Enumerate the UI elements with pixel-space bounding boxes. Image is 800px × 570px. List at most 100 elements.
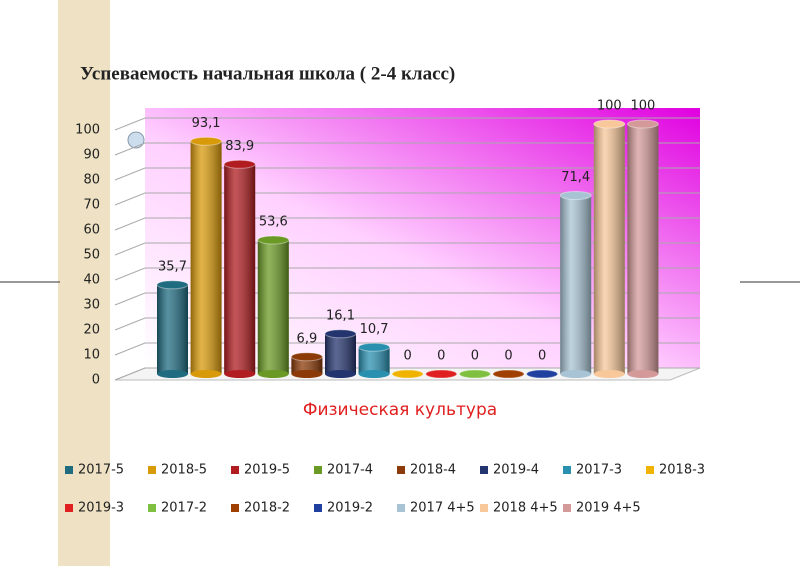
y-tick-label: 50 xyxy=(83,248,100,263)
legend-swatch xyxy=(646,466,654,474)
legend-label: 2018-5 xyxy=(161,463,207,478)
value-label: 0 xyxy=(504,349,512,364)
legend-swatch xyxy=(314,504,322,512)
legend-swatch xyxy=(563,466,571,474)
y-tick-label: 30 xyxy=(83,298,100,313)
legend-label: 2017-2 xyxy=(161,501,207,516)
chart-title: Успеваемость начальная школа ( 2-4 класс… xyxy=(80,63,455,84)
bar-base xyxy=(358,370,390,378)
grid-line xyxy=(114,217,700,231)
bar-top xyxy=(358,342,391,352)
legend-label: 2018-4 xyxy=(410,463,456,478)
grid-line xyxy=(114,367,700,381)
y-tick-label: 40 xyxy=(83,273,100,288)
legend-label: 2019 4+5 xyxy=(576,501,641,516)
grid-line xyxy=(114,267,700,281)
bar-base xyxy=(325,370,356,378)
grid-line xyxy=(114,167,700,181)
legend-label: 2017-4 xyxy=(327,463,373,478)
grid-line xyxy=(114,142,700,156)
legend-label: 2017 4+5 xyxy=(410,501,475,516)
grid-line xyxy=(114,242,700,256)
value-label: 0 xyxy=(404,349,412,364)
bar-shade xyxy=(157,284,188,374)
legend-swatch xyxy=(480,504,488,512)
y-tick-label: 20 xyxy=(83,323,100,338)
ornament xyxy=(127,131,145,149)
bar-top xyxy=(223,159,256,169)
grid-line xyxy=(114,342,700,356)
bar-top xyxy=(626,119,659,129)
bar-shade xyxy=(358,347,390,374)
bar-shade xyxy=(190,141,222,374)
bar-top xyxy=(425,369,458,379)
bar-shade xyxy=(257,240,289,374)
bar-base xyxy=(291,370,323,378)
bar-top xyxy=(190,136,223,146)
legend-swatch xyxy=(314,466,322,474)
value-label: 10,7 xyxy=(360,322,389,337)
legend-label: 2018-3 xyxy=(659,463,705,478)
value-label: 83,9 xyxy=(225,139,254,154)
legend-swatch xyxy=(397,504,405,512)
value-label: 0 xyxy=(471,349,479,364)
bar-top xyxy=(492,369,525,379)
bar-base xyxy=(560,370,592,378)
value-label: 0 xyxy=(437,349,445,364)
bar-top xyxy=(257,235,290,245)
legend-label: 2019-5 xyxy=(244,463,290,478)
bar-top xyxy=(156,280,189,290)
bar-base xyxy=(157,370,188,378)
category-label: Физическая культура xyxy=(303,400,497,420)
y-tick-label: 70 xyxy=(83,198,100,213)
y-tick-label: 90 xyxy=(83,148,100,163)
legend-swatch xyxy=(65,466,73,474)
bar-base xyxy=(224,370,256,378)
value-label: 0 xyxy=(538,349,546,364)
legend-label: 2018 4+5 xyxy=(493,501,558,516)
bar-shade xyxy=(291,356,323,374)
legend-label: 2018-2 xyxy=(244,501,290,516)
bar-shade xyxy=(224,164,256,374)
bar-base xyxy=(190,370,222,378)
value-label: 93,1 xyxy=(192,116,221,131)
bar-top xyxy=(526,369,559,379)
value-label: 100 xyxy=(597,99,622,114)
grid-line xyxy=(114,317,700,331)
legend-swatch xyxy=(231,504,239,512)
y-tick-label: 0 xyxy=(92,373,100,388)
bar-top xyxy=(290,352,323,362)
legend-swatch xyxy=(480,466,488,474)
bar-top xyxy=(559,191,592,200)
bar-shade xyxy=(593,124,625,374)
legend-swatch xyxy=(563,504,571,512)
bar-shade xyxy=(560,195,592,374)
value-label: 6,9 xyxy=(297,331,318,346)
bar-shade xyxy=(325,333,356,374)
bar-base xyxy=(257,370,289,378)
grid-line xyxy=(114,192,700,206)
bar-top xyxy=(593,119,626,129)
y-tick-label: 10 xyxy=(83,348,100,363)
bar-base xyxy=(593,370,625,378)
legend-swatch xyxy=(231,466,239,474)
y-tick-label: 60 xyxy=(83,223,100,238)
bar-base xyxy=(627,370,659,378)
legend-label: 2017-3 xyxy=(576,463,622,478)
value-label: 71,4 xyxy=(561,170,590,185)
bar-top xyxy=(324,329,357,339)
legend-label: 2019-4 xyxy=(493,463,539,478)
legend-label: 2019-3 xyxy=(78,501,124,516)
legend-swatch xyxy=(148,504,156,512)
legend-swatch xyxy=(65,504,73,512)
legend-label: 2019-2 xyxy=(327,501,373,516)
y-tick-label: 100 xyxy=(75,123,100,138)
bar-shade xyxy=(627,124,659,374)
bar-top xyxy=(458,369,491,379)
grid-line xyxy=(114,292,700,306)
value-label: 16,1 xyxy=(326,308,355,323)
value-label: 100 xyxy=(630,99,655,114)
y-tick-label: 80 xyxy=(83,173,100,188)
legend-swatch xyxy=(397,466,405,474)
